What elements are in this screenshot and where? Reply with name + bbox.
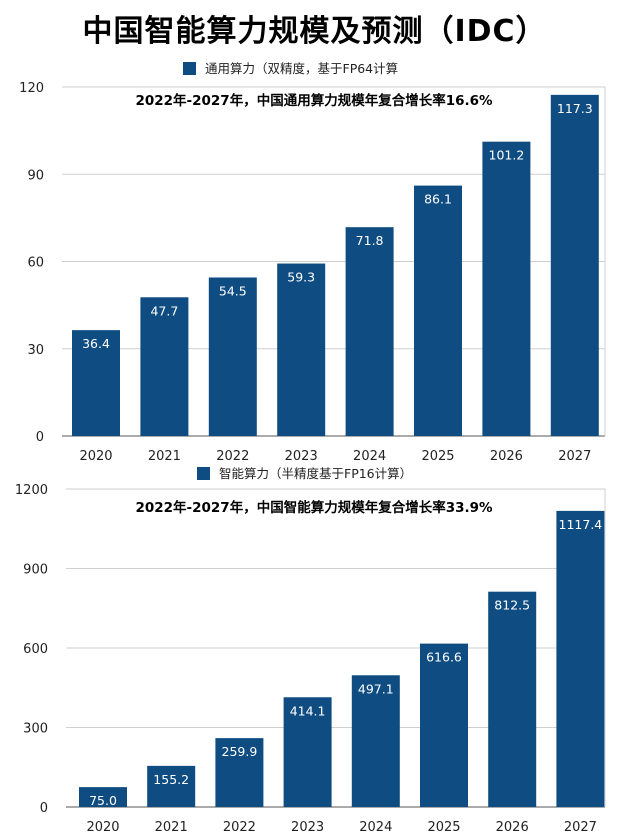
x-tick-label: 2025 <box>427 820 460 835</box>
x-tick-label: 2021 <box>148 449 181 464</box>
bar-value-label: 414.1 <box>290 703 326 718</box>
x-tick-label: 2023 <box>285 449 318 464</box>
bar-value-label: 117.3 <box>557 101 593 116</box>
bar-value-label: 86.1 <box>424 192 452 207</box>
x-tick-label: 2026 <box>496 820 529 835</box>
bar <box>79 787 127 807</box>
legend-label: 通用算力（双精度，基于FP64计算 <box>205 61 398 76</box>
x-tick-label: 2022 <box>223 820 256 835</box>
x-tick-label: 2027 <box>558 449 591 464</box>
bar-value-label: 259.9 <box>222 744 258 759</box>
bar <box>283 697 332 807</box>
x-tick-label: 2024 <box>353 449 386 464</box>
growth-annotation: 2022年-2027年，中国通用算力规模年复合增长率16.6% <box>135 92 493 109</box>
x-tick-label: 2025 <box>421 449 454 464</box>
x-tick-label: 2020 <box>79 449 112 464</box>
bar <box>345 227 394 436</box>
bar <box>351 675 400 807</box>
y-tick-label: 0 <box>40 801 48 816</box>
y-tick-label: 120 <box>19 81 44 96</box>
bar-value-label: 47.7 <box>150 303 178 318</box>
bar <box>72 330 120 436</box>
bar-value-label: 101.2 <box>489 148 525 163</box>
legend-swatch <box>183 62 196 75</box>
y-tick-label: 90 <box>27 168 44 183</box>
y-tick-label: 600 <box>23 642 48 657</box>
bar <box>215 738 264 807</box>
bar-value-label: 36.4 <box>82 336 110 351</box>
bar <box>482 141 531 436</box>
x-tick-label: 2026 <box>490 449 523 464</box>
bar <box>550 94 599 436</box>
legend-label: 智能算力（半精度基于FP16计算） <box>219 466 412 481</box>
y-tick-label: 30 <box>27 343 44 358</box>
page-title: 中国智能算力规模及预测（IDC） <box>82 14 547 49</box>
bar <box>208 277 257 436</box>
bar-value-label: 59.3 <box>287 270 315 285</box>
bar-value-label: 812.5 <box>494 598 530 613</box>
bar <box>140 297 189 436</box>
bar-value-label: 75.0 <box>89 793 117 808</box>
y-tick-label: 1200 <box>15 483 48 498</box>
bar <box>147 765 196 807</box>
bar <box>488 591 537 807</box>
x-tick-label: 2021 <box>155 820 188 835</box>
growth-annotation: 2022年-2027年，中国智能算力规模年复合增长率33.9% <box>135 499 493 516</box>
x-tick-label: 2023 <box>291 820 324 835</box>
x-tick-label: 2024 <box>359 820 392 835</box>
y-tick-label: 300 <box>23 722 48 737</box>
y-tick-label: 900 <box>23 563 48 578</box>
bar <box>420 643 468 807</box>
bar-value-label: 54.5 <box>219 283 247 298</box>
bar <box>556 510 605 807</box>
bar-value-label: 1117.4 <box>559 517 603 532</box>
bar <box>277 263 326 436</box>
bar-value-label: 616.6 <box>426 650 462 665</box>
x-tick-label: 2027 <box>564 820 597 835</box>
y-tick-label: 0 <box>36 430 44 445</box>
x-tick-label: 2022 <box>216 449 249 464</box>
y-tick-label: 60 <box>27 256 44 271</box>
bar-value-label: 155.2 <box>153 772 189 787</box>
bar-value-label: 71.8 <box>356 233 384 248</box>
bar <box>414 185 462 436</box>
intelligent-compute-chart: 0 300 600 900 1200 智能算力（半精度基于FP16计算） 75.0 2020 1… <box>15 466 606 835</box>
x-tick-label: 2020 <box>86 820 119 835</box>
bar-value-label: 497.1 <box>358 681 394 696</box>
general-compute-chart: 0 30 60 90 120 通用算力（双精度，基于FP64计算 36.4 2020 47.7 2… <box>19 61 606 464</box>
legend-swatch <box>197 467 210 480</box>
